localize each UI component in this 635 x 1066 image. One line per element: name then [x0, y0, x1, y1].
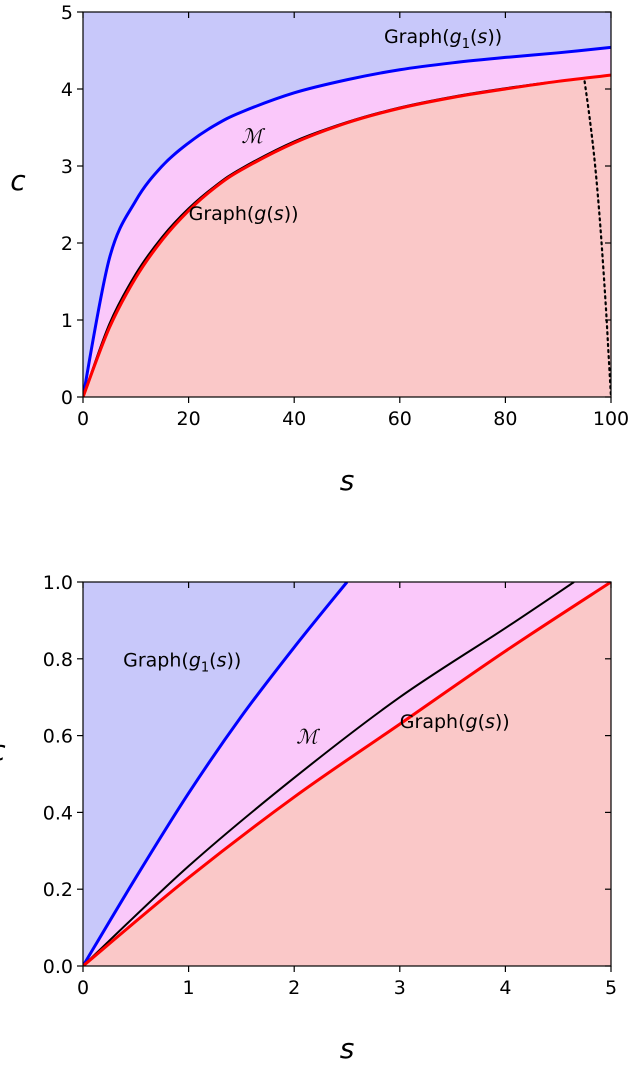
y-tick-label: 0.6 — [43, 726, 73, 748]
chart-panel-2: Graph(g1(s)) Graph(g(s)) ℳ 0 1 2 3 4 5 0.0 0.2 0.4 0… — [0, 572, 617, 1065]
x-tick-label: 60 — [388, 408, 412, 430]
x-axis-label: s — [340, 464, 355, 497]
plot-frame — [82, 581, 612, 967]
y-tick-label: 5 — [61, 2, 73, 24]
curve-g — [83, 582, 611, 966]
y-axis-label: c — [0, 734, 6, 767]
annotation-M: ℳ — [241, 124, 265, 148]
x-tick-label: 40 — [282, 408, 306, 430]
x-tick-label: 5 — [605, 977, 617, 999]
curve-M — [83, 582, 575, 966]
x-tick-label: 20 — [177, 408, 201, 430]
y-tick-label: 0.4 — [43, 802, 73, 824]
x-tick-label: 0 — [77, 408, 89, 430]
x-tick-label: 2 — [288, 977, 300, 999]
x-axis-label: s — [340, 1032, 355, 1065]
annotation-1: Graph(g(s)) — [400, 711, 510, 733]
curve-g — [83, 73, 611, 397]
y-tick-label: 2 — [61, 233, 73, 255]
x-tick-label: 80 — [493, 408, 517, 430]
x-tick-label: 3 — [394, 977, 406, 999]
y-tick-label: 0.2 — [43, 879, 73, 901]
y-tick-label: 0.0 — [43, 956, 73, 978]
annotation-1: Graph(g(s)) — [189, 203, 299, 225]
annotation-M: ℳ — [296, 724, 320, 748]
plot-frame — [82, 11, 612, 398]
y-axis-label: c — [10, 164, 26, 197]
y-tick-label: 1 — [61, 310, 73, 332]
chart-panel-1: Graph(g1(s)) Graph(g(s)) ℳ 0 20 40 60 80 100 0 1 2 3… — [10, 2, 629, 497]
y-tick-label: 0.8 — [43, 649, 73, 671]
region-below-g — [83, 75, 611, 397]
curve-dotted — [583, 80, 611, 397]
y-tick-label: 1.0 — [43, 572, 73, 594]
annotation-0: Graph(g1(s)) — [123, 649, 241, 675]
region-below-g — [83, 582, 611, 966]
curve-g1 — [83, 45, 611, 397]
curve-g1 — [83, 582, 349, 966]
x-tick-label: 0 — [77, 977, 89, 999]
x-tick-label: 100 — [593, 408, 629, 430]
y-tick-label: 0 — [61, 387, 73, 409]
x-tick-label: 4 — [499, 977, 511, 999]
annotation-0: Graph(g1(s)) — [384, 26, 502, 52]
y-tick-label: 4 — [61, 79, 73, 101]
y-tick-label: 3 — [61, 156, 73, 178]
x-tick-label: 1 — [183, 977, 195, 999]
